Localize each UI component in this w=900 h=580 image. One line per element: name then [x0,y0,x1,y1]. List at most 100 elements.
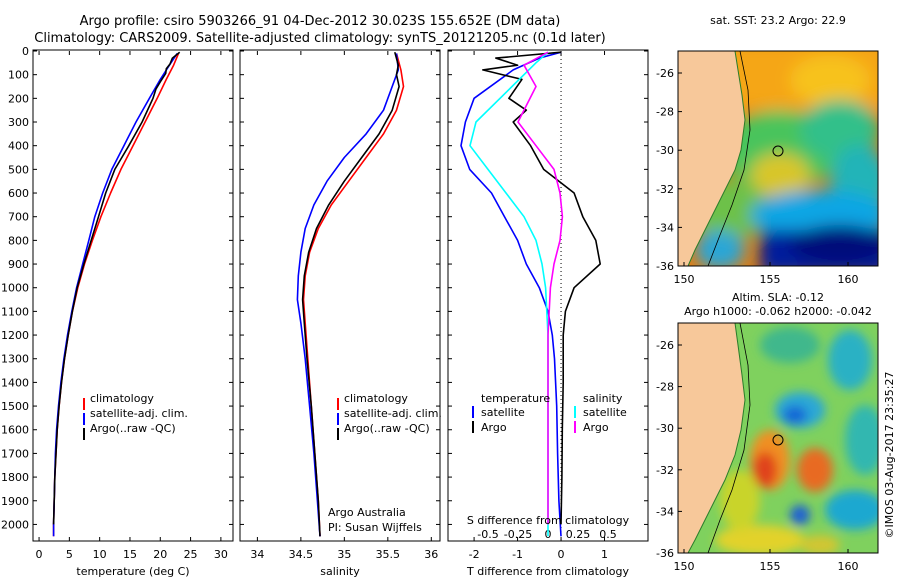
pi-annotation: PI: Susan Wijffels [328,521,422,534]
y-tick-label: 1100 [1,305,29,318]
x-tick-label: 20 [153,548,167,561]
series-line-s-argo [517,51,564,525]
x-tick-label: 35 [337,548,351,561]
s-tick-label: 0.5 [599,528,617,541]
x-tick-label: 36 [424,548,438,561]
salinity-xlabel: salinity [320,565,360,578]
map-x-tick-label: 160 [838,560,859,573]
legend-s-satellite: satellite [583,406,627,419]
series-line-argo [52,51,181,525]
map-x-tick-label: 150 [674,560,695,573]
operator-annotation: Argo Australia [328,506,406,519]
x-tick-label: 25 [184,548,198,561]
sla-map-title-1: Altim. SLA: -0.12 [732,291,824,304]
y-tick-label: 100 [8,69,29,82]
series-line-t-argo [481,51,602,525]
y-tick-label: 400 [8,140,29,153]
x-tick-label: 1 [601,548,608,561]
s-tick-label: -0.5 [477,528,498,541]
sst-map-title: sat. SST: 23.2 Argo: 22.9 [710,14,846,27]
x-tick-label: 35.5 [376,548,401,561]
y-tick-label: 1800 [1,471,29,484]
legend-t-satellite: satellite [481,406,525,419]
map-y-tick-label: -36 [656,260,674,273]
y-tick-label: 2000 [1,518,29,531]
series-line-argo [301,51,400,537]
sla-isobath [707,323,751,553]
argo-float-marker [772,145,784,157]
legend-argo: Argo(..raw -QC) [344,422,430,435]
map-y-tick-label: -28 [656,381,674,394]
x-tick-label: 10 [93,548,107,561]
temperature-lines [52,51,181,537]
y-tick-label: 900 [8,258,29,271]
salinity-ticks: 34 34.5 35 35.5 36 [240,50,440,561]
map-y-tick-label: -32 [656,183,674,196]
series-line-t-satellite [460,51,562,537]
y-tick-label: 800 [8,234,29,247]
legend-s-argo: Argo [583,421,609,434]
map-y-tick-label: -26 [656,67,674,80]
x-tick-label: 34 [250,548,264,561]
y-tick-label: 1400 [1,376,29,389]
y-tick-label: 700 [8,211,29,224]
s-difference-xlabel: S difference from climatology [467,514,630,527]
sla-map-ticks: 150 155 160 -26 -28 -30 -32 -34 -36 [656,339,858,573]
salinity-legend: climatology satellite-adj. clim. Argo(..… [337,392,442,440]
sla-map-title-2: Argo h1000: -0.062 h2000: -0.042 [684,305,872,318]
s-tick-label: -0.25 [504,528,532,541]
title-line-2: Climatology: CARS2009. Satellite-adjuste… [34,31,606,46]
map-x-tick-label: 160 [838,273,859,286]
y-tick-label: 1700 [1,447,29,460]
y-tick-label: 600 [8,187,29,200]
sla-map-frame [677,322,879,554]
map-x-tick-label: 155 [760,273,781,286]
series-line-satellite [296,53,400,537]
map-y-tick-label: -32 [656,464,674,477]
temperature-legend: climatology satellite-adj. clim. Argo(..… [83,392,188,440]
sla-field [715,327,878,553]
sla-map: Altim. SLA: -0.12 Argo h1000: -0.062 h20… [656,291,879,573]
map-y-tick-label: -36 [656,547,674,560]
salinity-axes-frame [239,49,441,542]
difference-legend: temperature salinity satellite Argo sate… [472,392,627,434]
s-tick-label: 0.25 [566,528,591,541]
legend-satellite: satellite-adj. clim. [90,407,188,420]
sst-isobath [707,51,751,266]
x-tick-label: 15 [123,548,137,561]
sst-map-frame [677,50,879,267]
x-tick-label: -1 [512,548,523,561]
map-y-tick-label: -34 [656,221,674,234]
legend-argo: Argo(..raw -QC) [90,422,176,435]
y-tick-label: 1200 [1,329,29,342]
y-tick-label: 1600 [1,424,29,437]
y-tick-label: 1000 [1,282,29,295]
australia-landmass [678,51,746,266]
legend-climatology: climatology [90,392,154,405]
legend-salinity-title: salinity [583,392,623,405]
x-tick-label: 0 [36,548,43,561]
salinity-lines [296,51,405,537]
sst-map-ticks: 150 155 160 -26 -28 -30 -32 -34 -36 [656,67,858,286]
difference-panel: -2 -1 0 1-0.5 -0.25 0 0.25 0.5 temperature sali… [447,49,649,578]
salinity-panel: 34 34.5 35 35.5 36 climatology satellite-adj… [239,49,442,578]
difference-lines [460,51,602,537]
y-tick-label: 300 [8,116,29,129]
x-tick-label: 34.5 [289,548,314,561]
temperature-panel: 0100200300400500600700800900100011001200… [1,45,234,578]
x-tick-label: 30 [214,548,228,561]
legend-t-argo: Argo [481,421,507,434]
legend-climatology: climatology [344,392,408,405]
temperature-axes-frame [32,49,234,542]
y-tick-label: 1500 [1,400,29,413]
x-tick-label: 5 [66,548,73,561]
map-x-tick-label: 150 [674,273,695,286]
map-y-tick-label: -30 [656,422,674,435]
title-line-1: Argo profile: csiro 5903266_91 04-Dec-20… [80,14,561,29]
map-y-tick-label: -28 [656,106,674,119]
y-tick-label: 200 [8,92,29,105]
imos-timestamp: ©IMOS 03-Aug-2017 23:35:27 [883,372,896,539]
australia-landmass [678,323,746,553]
x-tick-label: -2 [469,548,480,561]
